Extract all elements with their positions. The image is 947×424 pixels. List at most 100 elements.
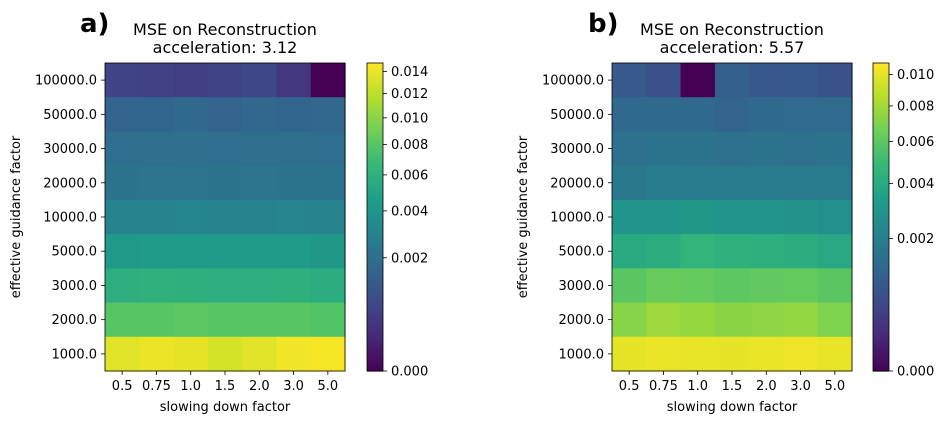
colorbar-segment bbox=[873, 243, 889, 246]
colorbar-segment bbox=[367, 205, 383, 208]
colorbar-segment bbox=[873, 277, 889, 280]
x-tick-label: 0.5 bbox=[619, 379, 640, 394]
panel-b-label: b) bbox=[588, 9, 619, 39]
panel-a-xticks: 0.5 0.75 1.0 1.5 2.0 3.0 5.0 bbox=[112, 371, 338, 394]
colorbar-segment bbox=[873, 279, 889, 282]
heatmap-cell bbox=[242, 131, 278, 167]
colorbar-segment bbox=[873, 345, 889, 348]
colorbar-segment bbox=[873, 119, 889, 122]
y-tick-label: 10000.0 bbox=[43, 211, 97, 226]
colorbar-segment bbox=[873, 229, 889, 232]
colorbar-tick-label: 0.006 bbox=[391, 168, 428, 183]
colorbar-segment bbox=[367, 105, 383, 108]
heatmap-cell bbox=[242, 302, 278, 338]
colorbar-segment bbox=[367, 155, 383, 158]
colorbar-segment bbox=[367, 241, 383, 244]
heatmap-cell bbox=[173, 63, 209, 98]
heatmap-cell bbox=[207, 165, 243, 201]
y-tick-label: 50000.0 bbox=[550, 108, 604, 123]
colorbar-segment bbox=[873, 283, 889, 286]
colorbar-segment bbox=[873, 131, 889, 134]
colorbar-segment bbox=[367, 75, 383, 78]
colorbar-segment bbox=[367, 219, 383, 222]
heatmap-cell bbox=[207, 131, 243, 167]
colorbar-segment bbox=[367, 195, 383, 198]
colorbar-segment bbox=[367, 251, 383, 254]
colorbar-segment bbox=[367, 265, 383, 268]
colorbar-segment bbox=[367, 345, 383, 348]
heatmap-cell bbox=[749, 302, 785, 338]
heatmap-cell bbox=[749, 63, 785, 98]
x-tick-label: 5.0 bbox=[318, 379, 339, 394]
colorbar-segment bbox=[367, 355, 383, 358]
colorbar-segment bbox=[873, 337, 889, 340]
colorbar-segment bbox=[873, 273, 889, 276]
heatmap-cell bbox=[105, 268, 140, 304]
colorbar-segment bbox=[367, 335, 383, 338]
panel-b-xlabel: slowing down factor bbox=[667, 400, 798, 415]
heatmap-cell bbox=[817, 63, 853, 98]
panel-b-ylabel: effective guidance factor bbox=[516, 135, 531, 298]
colorbar-segment bbox=[873, 351, 889, 354]
panel-b-colorbar: 0.000 0.002 0.004 0.006 0.008 0.010 bbox=[872, 62, 934, 380]
colorbar-segment bbox=[367, 121, 383, 124]
colorbar-segment bbox=[367, 343, 383, 346]
heatmap-cell bbox=[612, 199, 647, 235]
y-tick-label: 1000.0 bbox=[52, 347, 98, 362]
heatmap-cell bbox=[714, 234, 750, 269]
colorbar-segment bbox=[873, 103, 889, 106]
colorbar-segment bbox=[873, 323, 889, 326]
colorbar-segment bbox=[873, 289, 889, 292]
heatmap-cell bbox=[105, 302, 140, 338]
colorbar-segment bbox=[367, 257, 383, 260]
heatmap-cell bbox=[310, 97, 346, 133]
heatmap-cell bbox=[749, 268, 785, 304]
colorbar-segment bbox=[367, 181, 383, 184]
heatmap-cell bbox=[680, 302, 716, 338]
colorbar-segment bbox=[873, 199, 889, 202]
colorbar-segment bbox=[367, 289, 383, 292]
y-tick-label: 1000.0 bbox=[559, 347, 605, 362]
colorbar-segment bbox=[367, 141, 383, 144]
panel-a-frame bbox=[104, 62, 346, 372]
heatmap-cell bbox=[817, 199, 853, 235]
heatmap-cell bbox=[242, 97, 278, 133]
colorbar-segment bbox=[367, 153, 383, 156]
colorbar-segment bbox=[367, 253, 383, 256]
colorbar-segment bbox=[873, 139, 889, 142]
colorbar-segment bbox=[873, 329, 889, 332]
colorbar-segment bbox=[873, 155, 889, 158]
colorbar-segment bbox=[367, 347, 383, 350]
colorbar-segment bbox=[873, 209, 889, 212]
heatmap-cell bbox=[242, 63, 278, 98]
colorbar-segment bbox=[367, 179, 383, 182]
heatmap-cell bbox=[714, 97, 750, 133]
colorbar-segment bbox=[367, 171, 383, 174]
colorbar-segment bbox=[367, 81, 383, 84]
heatmap-cell bbox=[817, 234, 853, 269]
y-tick-label: 10000.0 bbox=[550, 211, 604, 226]
colorbar-segment bbox=[367, 93, 383, 96]
heatmap-cell bbox=[817, 165, 853, 201]
panel-a-yticks: 100000.0 50000.0 30000.0 20000.0 10000.0 5000… bbox=[35, 74, 105, 362]
colorbar-segment bbox=[367, 187, 383, 190]
heatmap-cell bbox=[242, 234, 278, 269]
heatmap-cell bbox=[783, 63, 819, 98]
colorbar-segment bbox=[873, 259, 889, 262]
heatmap-cell bbox=[173, 302, 209, 338]
colorbar-segment bbox=[873, 121, 889, 124]
colorbar-segment bbox=[873, 163, 889, 166]
heatmap-cell bbox=[310, 268, 346, 304]
colorbar-segment bbox=[873, 347, 889, 350]
y-tick-label: 30000.0 bbox=[43, 142, 97, 157]
colorbar-segment bbox=[367, 249, 383, 252]
heatmap-cell bbox=[310, 336, 346, 372]
heatmap-cell bbox=[612, 234, 647, 269]
colorbar-segment bbox=[873, 153, 889, 156]
colorbar-segment bbox=[873, 143, 889, 146]
colorbar-segment bbox=[873, 107, 889, 110]
heatmap-cell bbox=[139, 199, 175, 235]
colorbar-segment bbox=[367, 313, 383, 316]
heatmap-cell bbox=[714, 268, 750, 304]
colorbar-segment bbox=[367, 255, 383, 258]
